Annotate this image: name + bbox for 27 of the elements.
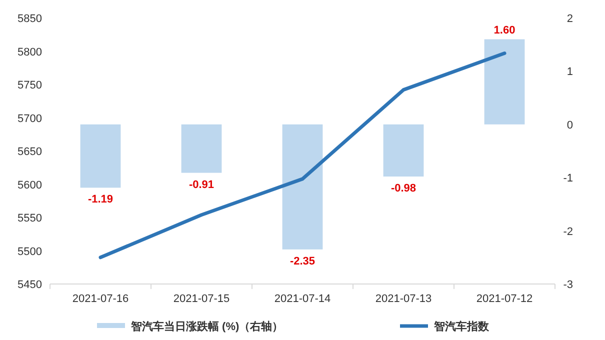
y2-tick-label: 1 [566, 66, 573, 78]
y-tick-label: 5700 [18, 112, 42, 125]
legend-label: 智汽车指数 [433, 320, 490, 333]
data-label: -0.91 [188, 178, 214, 191]
y-tick-label: 5600 [18, 179, 42, 192]
legend-label: 智汽车当日涨跌幅 (%)（右轴） [130, 320, 284, 333]
x-tick-label: 2021-07-14 [274, 293, 331, 305]
y-tick-label: 5800 [18, 46, 42, 58]
y2-tick-label: -3 [563, 279, 573, 291]
y-tick-label: 5500 [18, 246, 42, 258]
x-tick-label: 2021-07-12 [476, 293, 533, 305]
x-tick-label: 2021-07-13 [375, 293, 432, 305]
y-tick-label: 5550 [18, 212, 42, 224]
data-label: -1.19 [88, 194, 114, 206]
y-tick-label: 5850 [18, 13, 42, 25]
data-label: -0.98 [390, 182, 416, 195]
y2-tick-label: -1 [563, 172, 573, 185]
data-label: 1.60 [494, 24, 516, 36]
x-tick-label: 2021-07-16 [72, 293, 129, 305]
data-label: -2.35 [290, 255, 316, 268]
y-tick-label: 5650 [18, 146, 42, 158]
y2-tick-label: -2 [563, 226, 573, 238]
x-tick-label: 2021-07-15 [173, 293, 230, 305]
y-tick-label: 5450 [18, 279, 42, 291]
y2-tick-label: 0 [566, 119, 573, 132]
y-tick-label: 5750 [18, 80, 42, 92]
y2-tick-label: 2 [566, 13, 573, 25]
